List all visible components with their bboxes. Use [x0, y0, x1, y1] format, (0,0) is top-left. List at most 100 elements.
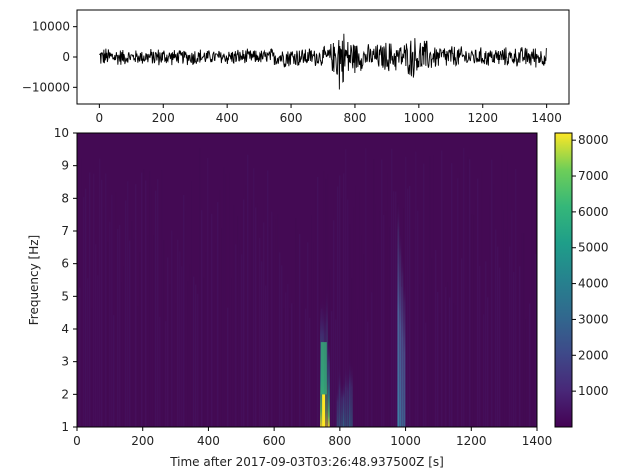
spectrogram-texture-stripe [143, 169, 145, 427]
spectrogram-texture-stripe [411, 323, 413, 427]
spectrogram-texture-stripe [481, 170, 483, 427]
spectrogram-texture-stripe [497, 246, 499, 427]
spectrogram-y-tick-label: 5 [61, 289, 69, 303]
spectrogram-texture-stripe [299, 234, 301, 427]
spectrogram-texture-stripe [447, 281, 449, 427]
spectrogram-texture-stripe [371, 292, 373, 427]
spectrogram-texture-stripe [387, 172, 389, 427]
spectrogram-texture-stripe [477, 178, 479, 427]
spectrogram-texture-stripe [465, 287, 467, 427]
spectrogram-texture-stripe [491, 159, 493, 427]
waveform-y-ticks: −10000 0 10000 [22, 20, 77, 94]
spectrogram-texture-stripe [255, 207, 257, 427]
spectrogram-texture-stripe [237, 216, 239, 427]
spectrogram-texture-stripe [473, 214, 475, 427]
spectrogram-texture-stripe [369, 260, 371, 427]
spectrogram-texture-stripe [461, 258, 463, 427]
spectrogram-texture-stripe [385, 211, 387, 427]
colorbar-tick-label: 6000 [578, 205, 609, 219]
spectrogram-texture-stripe [101, 179, 103, 427]
spectrogram-texture-stripe [97, 275, 99, 427]
waveform-trace-group [99, 33, 547, 90]
spectrogram-y-tick-label: 1 [61, 420, 69, 434]
spectrogram-texture-stripe [391, 148, 393, 427]
spectrogram-texture-stripe [365, 148, 367, 427]
spectrogram-x-tick-label: 200 [131, 434, 154, 448]
spectrogram-texture-stripe [211, 213, 213, 427]
spectrogram-texture-stripe [489, 195, 491, 427]
spectrogram-texture-stripe [309, 317, 311, 427]
waveform-panel: 0 200 400 600 800 1000 1200 1400 −10000 0 10000 [22, 9, 570, 125]
spectrogram-texture-stripe [149, 170, 151, 427]
spectrogram-texture-stripe [427, 267, 429, 427]
spectrogram-texture-stripe [167, 257, 169, 427]
spectrogram-texture-stripe [107, 241, 109, 427]
spectrogram-texture-stripe [377, 242, 379, 427]
spectrogram-y-axis-label: Frequency [Hz] [27, 235, 41, 326]
spectrogram-texture-stripe [517, 251, 519, 427]
spectrogram-texture-stripe [315, 188, 317, 427]
spectrogram-texture-stripe [199, 148, 201, 427]
spectrogram-texture-stripe [485, 261, 487, 427]
waveform-x-tick-label: 600 [280, 111, 303, 125]
spectrogram-texture-stripe [129, 240, 131, 427]
spectrogram-x-tick-label: 400 [197, 434, 220, 448]
spectrogram-texture-stripe [469, 159, 471, 427]
spectrogram-texture-stripe [415, 151, 417, 427]
spectrogram-texture-stripe [131, 220, 133, 427]
spectrogram-texture-stripe [355, 185, 357, 427]
spectrogram-texture-stripe [305, 308, 307, 427]
spectrogram-texture-stripe [433, 154, 435, 428]
spectrogram-texture-stripe [233, 205, 235, 427]
spectrogram-texture-stripe [431, 258, 433, 427]
spectrogram-texture-stripe [181, 266, 183, 427]
spectrogram-energy-strand [397, 196, 400, 427]
spectrogram-texture-stripe [159, 316, 161, 427]
spectrogram-texture-stripe [389, 227, 391, 427]
spectrogram-texture-stripe [91, 308, 93, 427]
spectrogram-axes-frame [76, 132, 538, 428]
spectrogram-x-axis-label: Time after 2017-09-03T03:26:48.937500Z [… [169, 455, 444, 469]
spectrogram-texture-stripe [221, 228, 223, 427]
spectrogram-texture-stripe [527, 315, 529, 427]
waveform-y-tick-label: 10000 [32, 20, 70, 34]
spectrogram-texture-stripe [231, 277, 233, 427]
spectrogram-texture-stripe [195, 284, 197, 427]
spectrogram-texture-stripe [235, 244, 237, 427]
spectrogram-texture-stripe [269, 227, 271, 427]
spectrogram-texture-stripe [287, 284, 289, 427]
spectrogram-y-tick-label: 4 [61, 322, 69, 336]
spectrogram-texture-stripe [147, 235, 149, 427]
spectrogram-peak-halo [320, 342, 327, 395]
spectrogram-texture-stripe [183, 194, 185, 427]
spectrogram-texture-stripe [363, 254, 365, 427]
spectrogram-texture-stripe [301, 302, 303, 427]
spectrogram-texture-stripe [103, 206, 105, 427]
spectrogram-x-ticks: 0 200 400 600 800 1000 1200 1400 [73, 427, 552, 448]
spectrogram-texture-stripe [163, 240, 165, 427]
spectrogram-peak-core [322, 394, 326, 427]
spectrogram-texture-stripe [185, 210, 187, 427]
waveform-y-tick-label: −10000 [22, 80, 70, 94]
spectrogram-texture-stripe [215, 243, 217, 427]
spectrogram-texture-stripe [279, 252, 281, 427]
spectrogram-texture-stripe [273, 216, 275, 427]
colorbar-tick-label: 1000 [578, 384, 609, 398]
spectrogram-texture-stripe [197, 293, 199, 427]
spectrogram-texture-stripe [241, 254, 243, 427]
spectrogram-texture-stripe [495, 229, 497, 427]
spectrogram-texture-stripe [467, 156, 469, 427]
spectrogram-texture-stripe [317, 176, 319, 427]
spectrogram-texture-stripe [307, 242, 309, 427]
spectrogram-texture-stripe [471, 214, 473, 427]
spectrogram-texture-stripe [515, 169, 517, 427]
spectrogram-texture-stripe [529, 303, 531, 427]
spectrogram-texture-stripe [145, 180, 147, 427]
spectrogram-texture-stripe [171, 230, 173, 427]
spectrogram-texture-stripe [83, 197, 85, 427]
spectrogram-texture-stripe [81, 158, 83, 427]
spectrogram-texture-stripe [395, 191, 397, 427]
spectrogram-texture-stripe [127, 181, 129, 427]
spectrogram-texture-stripe [381, 159, 383, 427]
waveform-trace [99, 33, 547, 90]
